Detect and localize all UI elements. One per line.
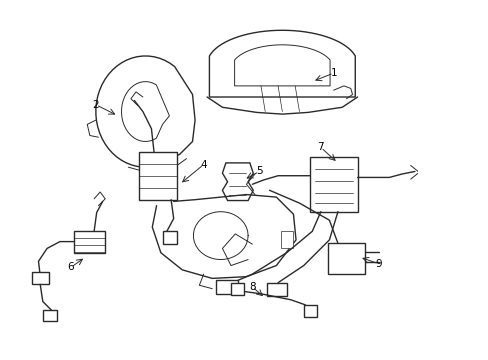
Polygon shape [327,243,365,274]
Polygon shape [222,163,253,201]
Text: 1: 1 [330,68,336,78]
Text: 6: 6 [67,262,74,272]
Polygon shape [309,157,357,212]
Text: 9: 9 [375,259,382,269]
Polygon shape [280,231,293,248]
Polygon shape [42,310,57,321]
Polygon shape [96,56,195,167]
Polygon shape [162,231,177,244]
Polygon shape [209,30,355,97]
Text: 4: 4 [200,159,206,170]
Text: 2: 2 [92,100,99,110]
Text: 5: 5 [255,166,262,176]
Polygon shape [266,283,286,296]
Polygon shape [215,280,237,294]
Polygon shape [32,273,49,284]
Polygon shape [122,82,169,141]
Polygon shape [74,231,105,253]
Polygon shape [230,283,244,294]
Polygon shape [303,305,316,317]
Text: 8: 8 [248,282,255,292]
Polygon shape [139,152,177,200]
Polygon shape [234,45,329,86]
Text: 7: 7 [317,143,324,153]
